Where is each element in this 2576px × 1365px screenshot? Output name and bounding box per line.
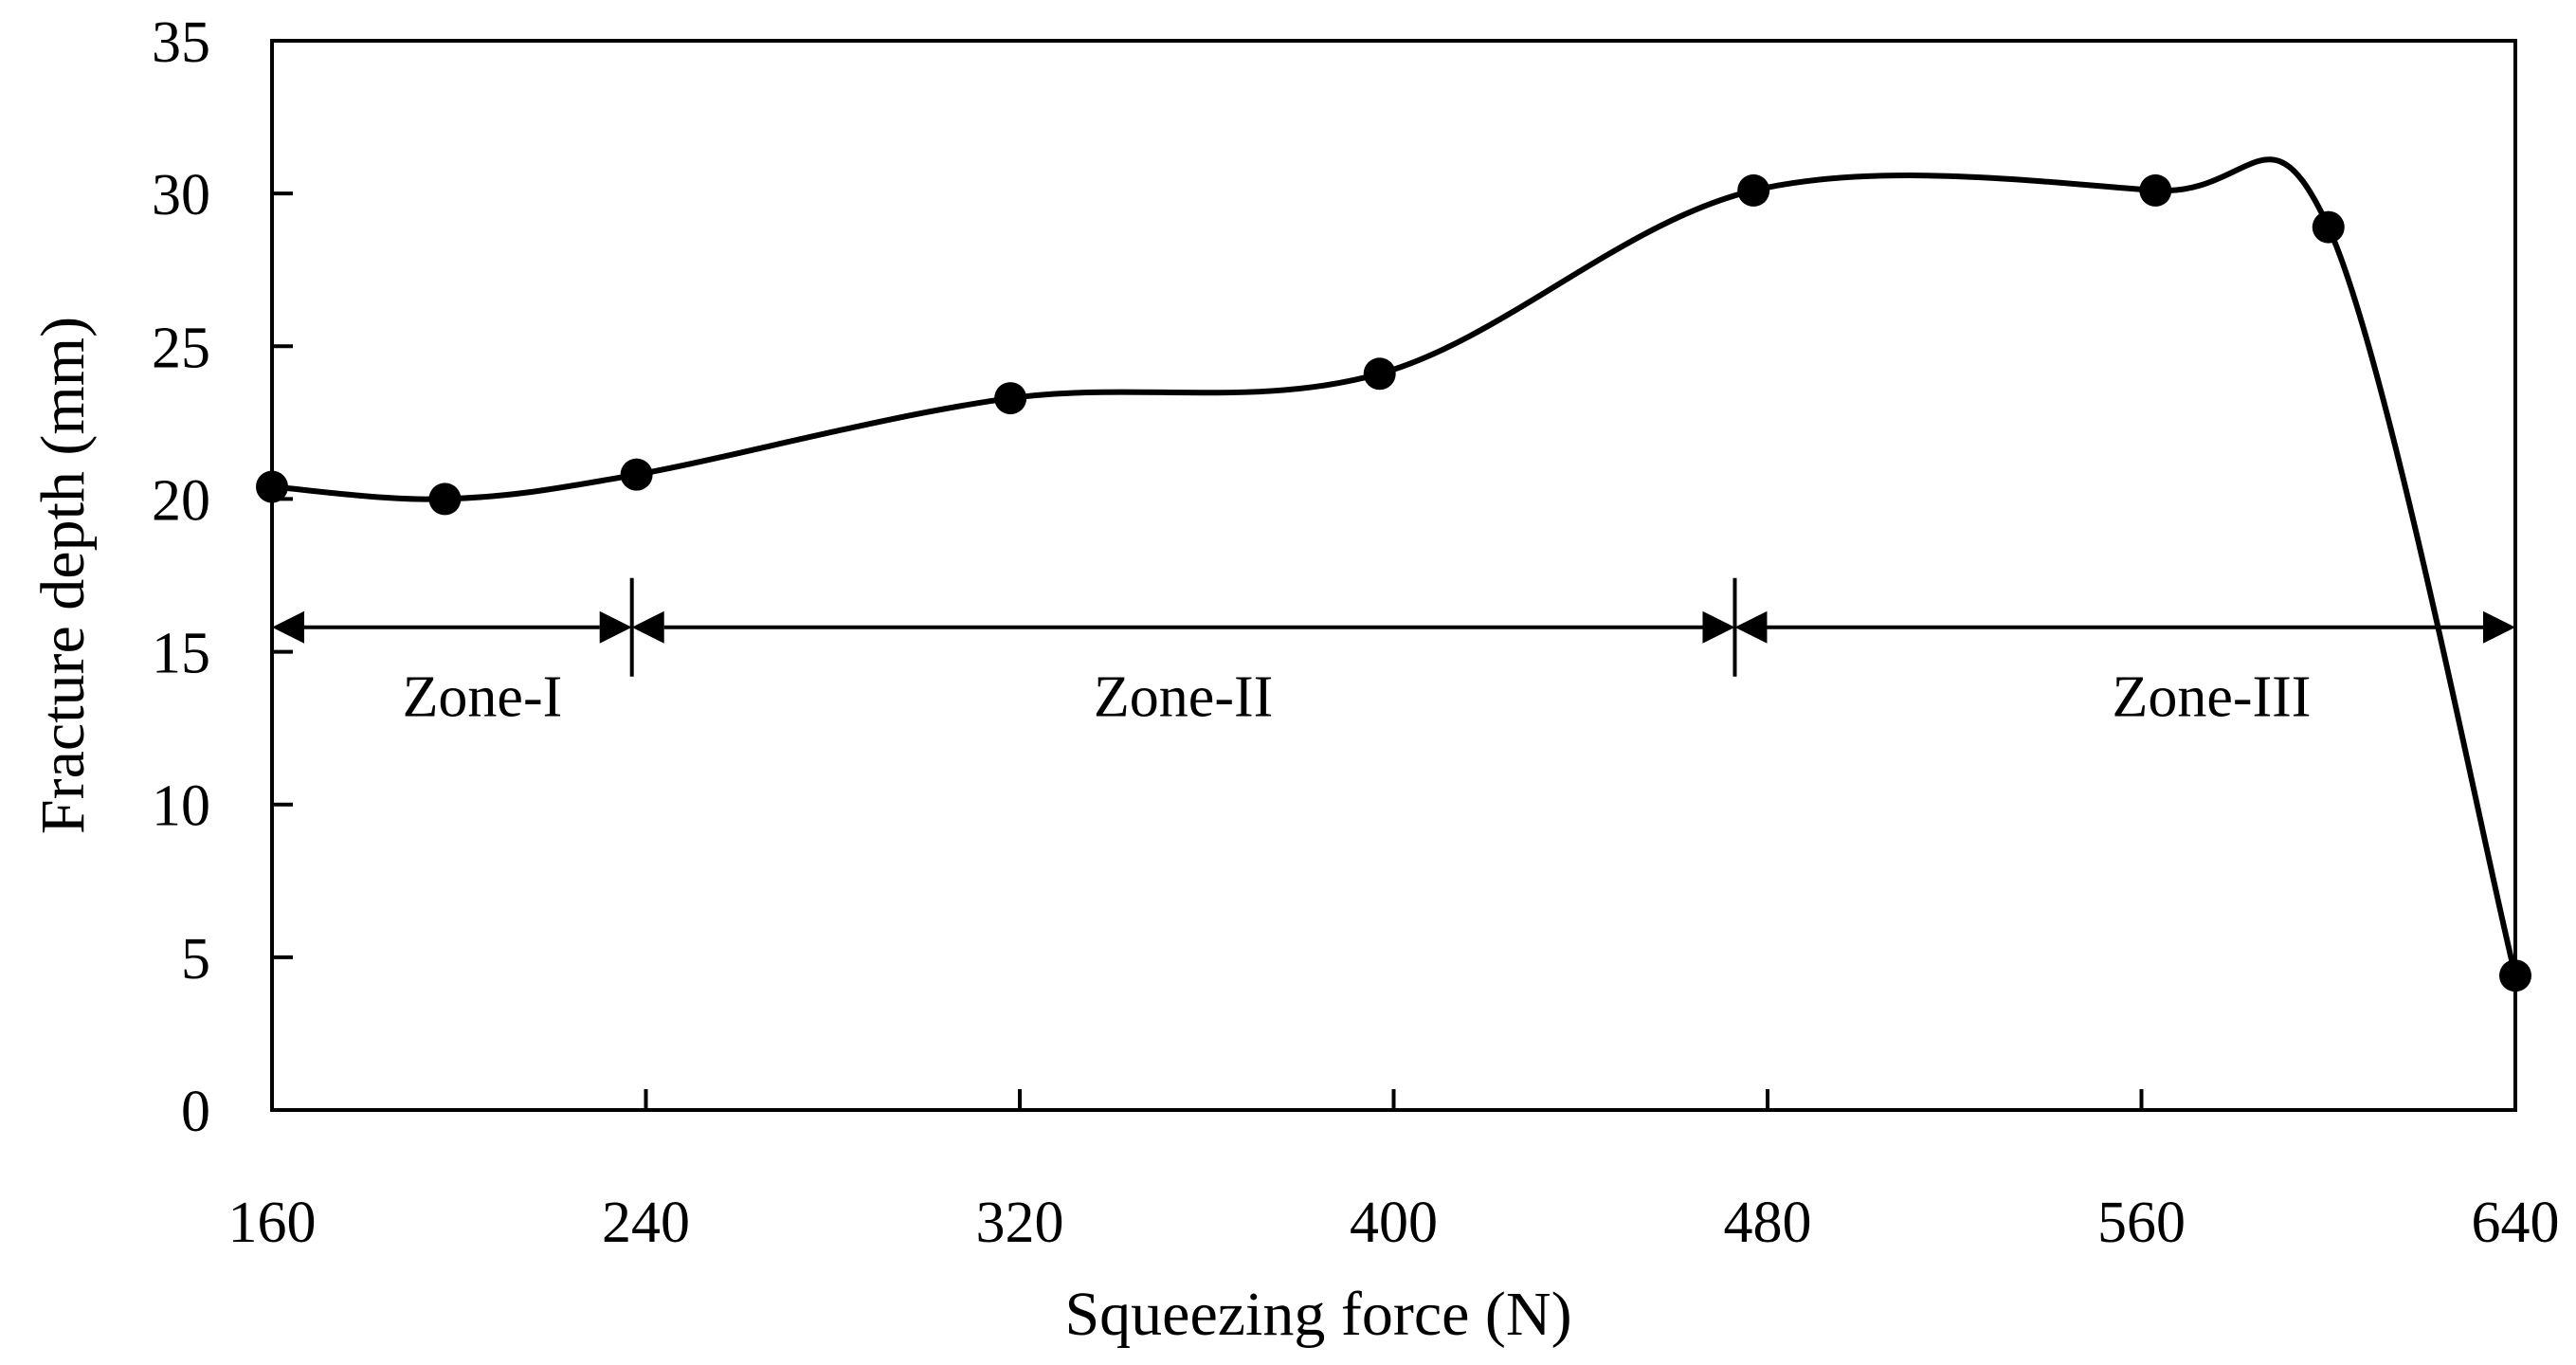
y-tick-label: 35 — [152, 10, 210, 75]
data-point — [2139, 173, 2172, 207]
x-axis-ticks: 160 240 320 400 480 560 640 — [228, 1089, 2560, 1255]
zone-arrowhead-left — [272, 610, 304, 644]
zone-label: Zone-I — [403, 664, 563, 729]
zone-arrowhead-left — [1734, 610, 1768, 644]
y-tick-label: 5 — [181, 927, 210, 992]
x-tick-label: 400 — [1350, 1191, 1438, 1255]
data-point — [620, 458, 653, 491]
y-tick-label: 30 — [152, 163, 210, 228]
y-tick-label: 25 — [152, 316, 210, 380]
x-tick-label: 320 — [976, 1191, 1064, 1255]
zone-arrowhead-right — [1702, 610, 1735, 644]
plot-frame — [270, 39, 2517, 1112]
zone-arrowhead-right — [2483, 610, 2515, 644]
x-tick-label: 560 — [2097, 1191, 2186, 1255]
y-tick-label: 20 — [152, 468, 210, 533]
data-point — [994, 382, 1027, 415]
zone-label: Zone-III — [2112, 664, 2311, 729]
y-tick-label: 0 — [181, 1080, 210, 1144]
y-axis-title: Fracture depth (mm) — [28, 317, 98, 834]
zone-label: Zone-II — [1094, 664, 1273, 729]
data-point — [256, 470, 288, 503]
x-tick-label: 160 — [228, 1191, 317, 1255]
y-tick-label: 10 — [152, 774, 210, 839]
data-point — [2499, 959, 2531, 992]
x-axis-title: Squeezing force (N) — [1064, 1280, 1571, 1349]
zone-arrowhead-left — [631, 610, 664, 644]
zone-arrowhead-right — [599, 610, 632, 644]
x-tick-label: 640 — [2472, 1191, 2560, 1255]
data-point — [1363, 357, 1396, 391]
series-line — [271, 156, 2518, 976]
data-point — [1737, 173, 1770, 207]
data-point — [428, 482, 462, 516]
zone-annotations: Zone-I Zone-II Zone-III — [272, 577, 2517, 729]
x-tick-label: 480 — [1724, 1191, 1812, 1255]
y-tick-label: 15 — [152, 622, 210, 686]
data-points — [256, 173, 2531, 992]
x-tick-label: 240 — [602, 1191, 690, 1255]
data-point — [2312, 210, 2345, 244]
y-axis-ticks: 0 5 10 15 20 25 30 35 — [152, 10, 293, 1144]
